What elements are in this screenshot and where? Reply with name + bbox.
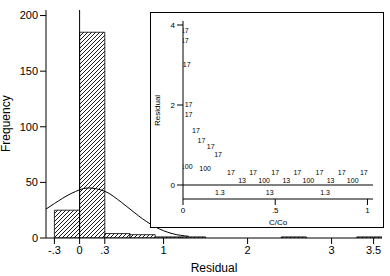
svg-text:0: 0 <box>171 181 176 190</box>
svg-text:50: 50 <box>26 176 38 188</box>
svg-text:17: 17 <box>338 169 346 176</box>
svg-text:100: 100 <box>199 165 211 172</box>
svg-text:100: 100 <box>303 177 315 184</box>
svg-text:100: 100 <box>183 163 193 170</box>
svg-text:17: 17 <box>185 111 193 118</box>
svg-text:0: 0 <box>181 206 186 215</box>
svg-text:17: 17 <box>360 169 368 176</box>
svg-text:1.3: 1.3 <box>320 189 330 196</box>
svg-text:17: 17 <box>198 137 206 144</box>
svg-text:1: 1 <box>161 244 167 256</box>
svg-text:4: 4 <box>171 21 176 30</box>
svg-text:17: 17 <box>316 169 324 176</box>
svg-text:1.3: 1.3 <box>215 189 225 196</box>
svg-text:.5: .5 <box>272 206 279 215</box>
svg-text:-.3: -.3 <box>48 244 61 256</box>
svg-text:17: 17 <box>227 169 235 176</box>
svg-text:2: 2 <box>245 244 251 256</box>
svg-text:17: 17 <box>185 101 193 108</box>
svg-text:1: 1 <box>365 206 370 215</box>
svg-text:3.5: 3.5 <box>366 244 381 256</box>
svg-text:100: 100 <box>258 177 270 184</box>
svg-text:100: 100 <box>20 121 38 133</box>
svg-text:17: 17 <box>183 27 189 34</box>
svg-text:13: 13 <box>327 177 335 184</box>
svg-text:.3: .3 <box>100 244 109 256</box>
svg-text:13: 13 <box>282 177 290 184</box>
svg-text:Residual: Residual <box>153 95 162 126</box>
svg-text:200: 200 <box>20 9 38 21</box>
svg-text:17: 17 <box>249 169 257 176</box>
svg-text:17: 17 <box>293 169 301 176</box>
svg-text:3: 3 <box>329 244 335 256</box>
svg-text:Frequency: Frequency <box>8 95 13 152</box>
svg-text:17: 17 <box>192 127 200 134</box>
svg-text:100: 100 <box>347 177 359 184</box>
svg-text:Residual: Residual <box>191 261 238 275</box>
svg-text:0: 0 <box>77 244 83 256</box>
svg-text:150: 150 <box>20 65 38 77</box>
svg-text:17: 17 <box>207 143 215 150</box>
svg-text:0: 0 <box>32 232 38 244</box>
svg-text:2: 2 <box>171 101 176 110</box>
svg-text:C/Co: C/Co <box>269 218 288 227</box>
svg-text:17: 17 <box>183 37 189 44</box>
svg-text:13: 13 <box>238 177 246 184</box>
svg-text:13: 13 <box>266 189 274 196</box>
svg-text:17: 17 <box>271 169 279 176</box>
svg-text:17: 17 <box>214 151 222 158</box>
svg-text:17: 17 <box>183 61 191 68</box>
